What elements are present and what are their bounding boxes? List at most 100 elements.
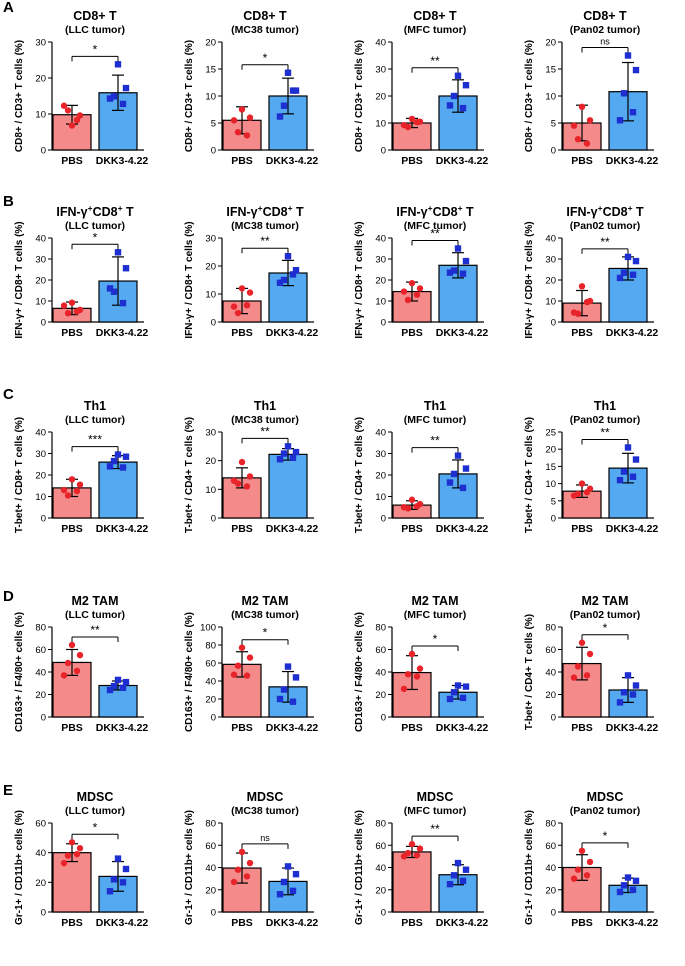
data-point-dkk bbox=[114, 855, 122, 862]
significance-label: * bbox=[433, 632, 438, 646]
y-tick-label: 0 bbox=[41, 318, 46, 329]
chart-17: MDSC(MC38 tumor) Gr-1+ / CD11b+ cells (%)… bbox=[184, 790, 318, 929]
x-tick-label-pbs: PBS bbox=[571, 917, 593, 929]
data-point-dkk bbox=[280, 276, 288, 284]
x-tick-label-pbs: PBS bbox=[231, 722, 253, 734]
chart-title: CD8+ T bbox=[243, 9, 287, 23]
data-point-pbs bbox=[238, 106, 246, 113]
y-tick-label: 40 bbox=[545, 234, 556, 245]
chart-subtitle: (MFC tumor) bbox=[404, 805, 466, 817]
y-tick-label: 80 bbox=[375, 623, 386, 634]
y-axis-label: T-bet+ / CD8+ T cells (%) bbox=[14, 417, 25, 533]
data-point-pbs bbox=[413, 502, 421, 510]
chart-16: MDSC(LLC tumor) Gr-1+ / CD11b+ cells (%) 0… bbox=[14, 790, 148, 929]
y-axis-label: CD163+ / F4/80+ cells (%) bbox=[184, 612, 195, 732]
data-point-pbs bbox=[60, 302, 68, 309]
data-point-pbs bbox=[76, 112, 84, 119]
data-point-pbs bbox=[246, 859, 254, 867]
chart-10: Th1(MFC tumor) T-bet+ / CD4+ T cells (%) 0… bbox=[354, 399, 488, 535]
x-tick-label-pbs: PBS bbox=[401, 523, 423, 535]
chart-subtitle: (MC38 tumor) bbox=[231, 609, 299, 621]
significance-label: ** bbox=[430, 434, 440, 448]
y-axis-label: Gr-1+ / CD11b+ cells (%) bbox=[14, 810, 25, 925]
chart-subtitle: (MC38 tumor) bbox=[231, 805, 299, 817]
y-tick-label: 10 bbox=[205, 290, 216, 301]
x-tick-label-dkk: DKK3-4.22 bbox=[96, 722, 149, 734]
y-tick-label: 30 bbox=[205, 234, 216, 245]
x-tick-label-pbs: PBS bbox=[401, 917, 423, 929]
x-tick-label-dkk: DKK3-4.22 bbox=[606, 917, 659, 929]
y-tick-label: 20 bbox=[375, 885, 386, 896]
chart-subtitle: (LLC tumor) bbox=[65, 805, 125, 817]
x-tick-label-dkk: DKK3-4.22 bbox=[96, 523, 149, 535]
data-point-pbs bbox=[586, 117, 594, 124]
x-tick-label-dkk: DKK3-4.22 bbox=[96, 327, 149, 339]
data-point-dkk bbox=[454, 245, 462, 252]
data-point-dkk bbox=[462, 866, 470, 873]
data-point-pbs bbox=[408, 840, 416, 848]
data-point-pbs bbox=[230, 477, 238, 484]
y-tick-label: 0 bbox=[381, 318, 386, 329]
chart-title: Th1 bbox=[84, 399, 106, 413]
chart-title: IFN-γ+CD8+ T bbox=[566, 203, 644, 219]
chart-title: M2 TAM bbox=[242, 594, 289, 608]
y-tick-label: 40 bbox=[545, 668, 556, 679]
y-tick-label: 20 bbox=[35, 74, 46, 85]
data-point-pbs bbox=[246, 114, 254, 121]
y-tick-label: 20 bbox=[205, 695, 216, 706]
data-point-dkk bbox=[632, 877, 640, 885]
chart-subtitle: (MFC tumor) bbox=[404, 220, 466, 232]
data-point-pbs bbox=[73, 116, 81, 124]
y-tick-label: 20 bbox=[35, 878, 46, 889]
data-point-pbs bbox=[64, 309, 72, 317]
chart-0: CD8+ T(LLC tumor) CD8+ / CD3+ T cells (%)… bbox=[14, 9, 148, 167]
y-tick-label: 20 bbox=[205, 38, 216, 49]
x-tick-label-pbs: PBS bbox=[401, 722, 423, 734]
data-point-pbs bbox=[73, 667, 81, 675]
y-tick-label: 10 bbox=[545, 92, 556, 103]
y-tick-label: 20 bbox=[35, 471, 46, 482]
data-point-pbs bbox=[404, 296, 412, 304]
y-tick-label: 30 bbox=[375, 65, 386, 76]
data-point-dkk bbox=[280, 686, 288, 693]
data-point-dkk bbox=[624, 672, 632, 679]
data-point-pbs bbox=[60, 486, 68, 494]
data-point-dkk bbox=[119, 299, 127, 307]
data-point-dkk bbox=[289, 454, 297, 461]
data-point-dkk bbox=[446, 102, 454, 109]
y-tick-label: 25 bbox=[545, 428, 556, 439]
data-point-dkk bbox=[119, 879, 127, 886]
y-tick-label: 20 bbox=[205, 885, 216, 896]
y-tick-label: 20 bbox=[205, 456, 216, 467]
data-point-pbs bbox=[574, 663, 582, 670]
data-point-dkk bbox=[122, 865, 130, 873]
data-point-dkk bbox=[276, 695, 284, 703]
y-tick-label: 40 bbox=[375, 428, 386, 439]
data-point-dkk bbox=[284, 69, 292, 76]
y-tick-label: 30 bbox=[375, 255, 386, 266]
chart-18: MDSC(MFC tumor) Gr-1+ / CD11b+ cells (%) 0… bbox=[354, 790, 488, 929]
data-point-pbs bbox=[243, 672, 251, 679]
data-point-pbs bbox=[73, 850, 81, 858]
x-tick-label-dkk: DKK3-4.22 bbox=[266, 523, 319, 535]
significance-label: * bbox=[93, 820, 98, 834]
data-point-dkk bbox=[122, 84, 130, 92]
y-tick-label: 60 bbox=[545, 841, 556, 852]
data-point-pbs bbox=[416, 665, 424, 672]
y-tick-label: 0 bbox=[211, 146, 216, 157]
data-point-pbs bbox=[230, 878, 238, 886]
data-point-dkk bbox=[459, 694, 467, 702]
data-point-dkk bbox=[276, 113, 284, 120]
data-point-dkk bbox=[629, 473, 637, 480]
y-tick-label: 0 bbox=[381, 146, 386, 157]
chart-subtitle: (MFC tumor) bbox=[404, 414, 466, 426]
panel-label-D: D bbox=[3, 588, 14, 605]
bar-dkk bbox=[98, 684, 138, 718]
y-tick-label: 0 bbox=[551, 908, 556, 919]
data-point-dkk bbox=[114, 61, 122, 68]
y-tick-label: 80 bbox=[375, 819, 386, 830]
data-point-pbs bbox=[416, 285, 424, 292]
data-point-dkk bbox=[616, 699, 624, 706]
data-point-pbs bbox=[68, 476, 76, 483]
data-point-pbs bbox=[570, 875, 578, 882]
